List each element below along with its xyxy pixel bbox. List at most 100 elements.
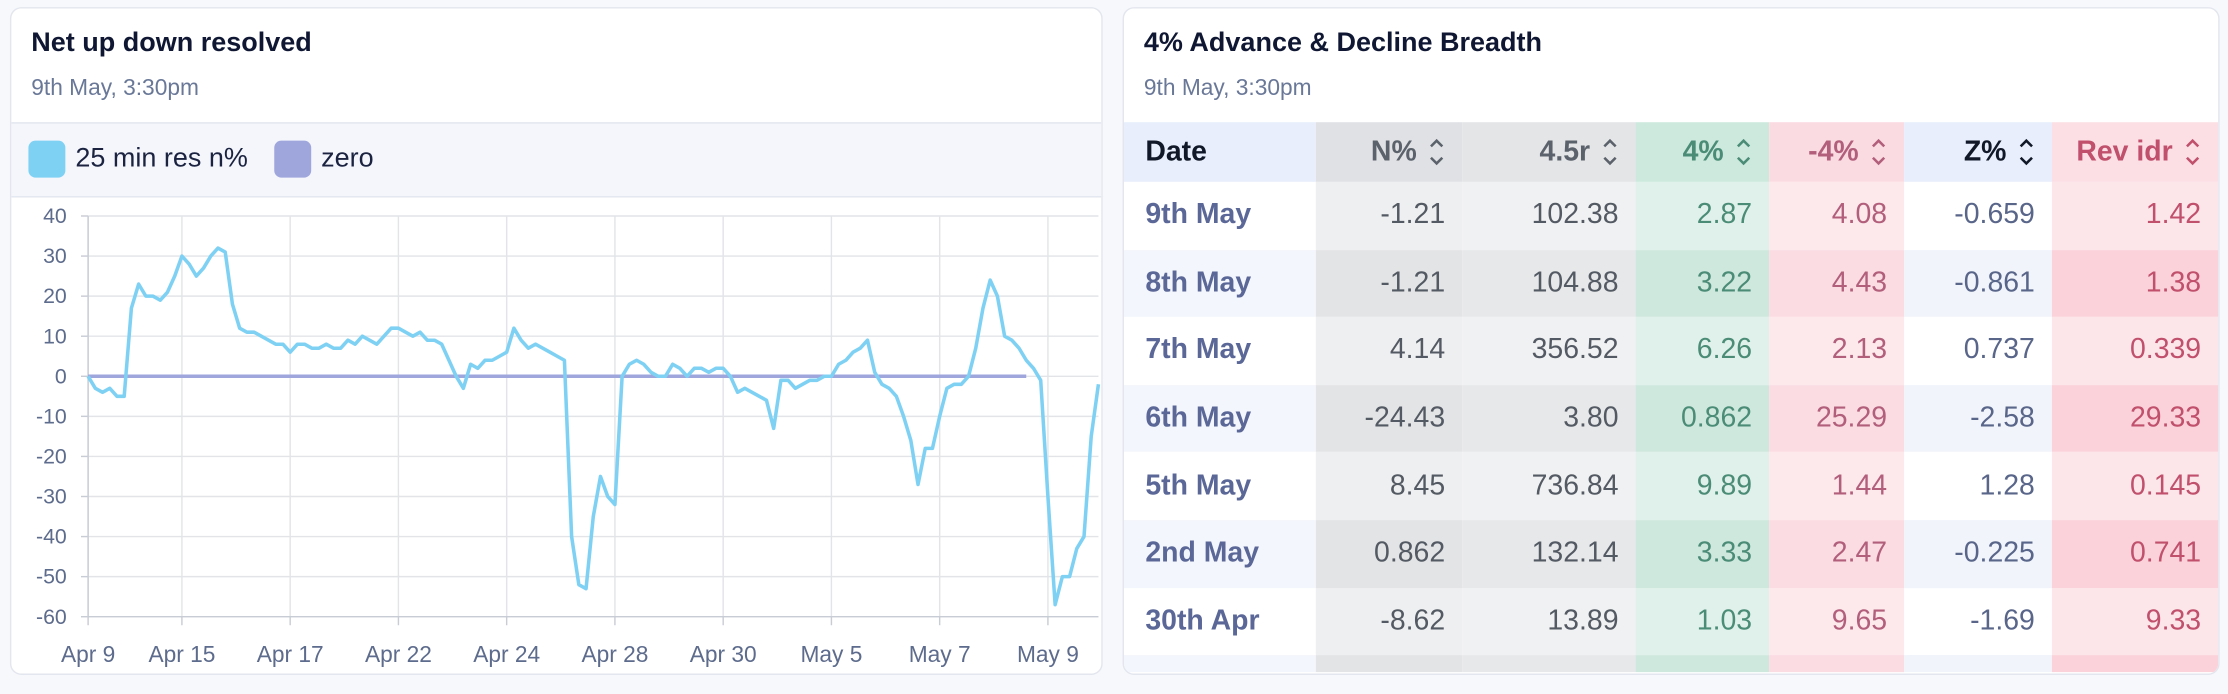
table-cell: 6.26 bbox=[1635, 317, 1770, 385]
sort-arrows bbox=[1736, 138, 1751, 166]
table-cell: 4.08 bbox=[1769, 181, 1905, 250]
table-cell: -2.58 bbox=[1904, 384, 2052, 453]
table-cell: -24.43 bbox=[1315, 384, 1463, 453]
x-tick-label: Apr 15 bbox=[148, 641, 215, 667]
panel-title: Net up down resolved bbox=[31, 28, 312, 59]
header-label[interactable]: 4% bbox=[1682, 135, 1724, 167]
table-cell: 2.13 bbox=[1769, 317, 1905, 385]
table-cell: 13.89 bbox=[1462, 587, 1636, 656]
row-strip bbox=[1315, 655, 1463, 673]
y-tick-label: -10 bbox=[36, 404, 67, 428]
legend-swatch[interactable] bbox=[274, 140, 312, 178]
panel-subtitle: 9th May, 3:30pm bbox=[1143, 76, 1312, 101]
table-cell: 1.44 bbox=[1769, 452, 1905, 521]
sort-icon[interactable] bbox=[1601, 136, 1618, 167]
table-cell: 25.29 bbox=[1769, 384, 1905, 453]
table-cell: 0.741 bbox=[2051, 520, 2219, 588]
sort-icon[interactable] bbox=[2184, 136, 2201, 167]
row-strip bbox=[1904, 655, 2052, 673]
row-strip bbox=[1124, 655, 1316, 673]
table-cell: 9.33 bbox=[2051, 587, 2219, 656]
table-cell: 132.14 bbox=[1462, 520, 1636, 588]
column-header[interactable]: 4% bbox=[1635, 122, 1770, 182]
header-label[interactable]: Rev idr bbox=[2076, 135, 2173, 167]
table-cell: 104.88 bbox=[1462, 249, 1636, 318]
table-cell: 1.38 bbox=[2051, 249, 2219, 318]
x-tick-label: May 9 bbox=[1017, 641, 1079, 667]
y-tick-label: -50 bbox=[36, 565, 67, 589]
table-cell: 356.52 bbox=[1462, 317, 1636, 385]
column-header[interactable]: -4% bbox=[1769, 122, 1905, 182]
y-tick-label: 0 bbox=[55, 364, 67, 388]
sort-arrows bbox=[2019, 138, 2033, 166]
header-label[interactable]: Z% bbox=[1963, 135, 2007, 167]
table-cell: -0.861 bbox=[1904, 249, 2052, 318]
table-cell: 0.862 bbox=[1315, 520, 1463, 588]
sort-icon[interactable] bbox=[1735, 136, 1752, 167]
header-label[interactable]: Date bbox=[1145, 135, 1207, 167]
row-date: 7th May bbox=[1124, 317, 1316, 385]
header-label[interactable]: N% bbox=[1370, 135, 1417, 167]
line-chart: -60 -50 -40 -30 -20 -10 0 10 20 30 40 Apr 9 Apr 15 Ap… bbox=[36, 204, 1101, 667]
row-strip bbox=[1462, 655, 1636, 673]
legend: 25 min res n% zero bbox=[11, 122, 1102, 198]
header-label[interactable]: 4.5r bbox=[1539, 135, 1591, 167]
table-cell: 4.14 bbox=[1315, 317, 1463, 385]
table-cell: -1.21 bbox=[1315, 181, 1463, 250]
row-date: 6th May bbox=[1124, 384, 1316, 453]
x-tick-label: May 5 bbox=[800, 641, 862, 667]
column-header[interactable]: Date bbox=[1124, 122, 1316, 182]
table-cell: 8.45 bbox=[1315, 452, 1463, 521]
row-strip bbox=[2051, 655, 2219, 673]
x-tick-label: Apr 22 bbox=[365, 641, 432, 667]
sort-arrows bbox=[1603, 138, 1617, 166]
table-cell: 9.89 bbox=[1635, 452, 1770, 521]
sort-arrows bbox=[2186, 138, 2200, 166]
table-cell: 0.862 bbox=[1635, 384, 1770, 453]
sort-icon[interactable] bbox=[2018, 136, 2035, 167]
x-tick-label: Apr 30 bbox=[690, 641, 757, 667]
table-cell: -0.659 bbox=[1904, 181, 2052, 250]
row-date: 2nd May bbox=[1124, 520, 1316, 588]
y-tick-label: -30 bbox=[36, 485, 67, 509]
table-cell: 1.03 bbox=[1635, 587, 1770, 656]
panel-title: 4% Advance & Decline Breadth bbox=[1143, 28, 1543, 59]
panel-subtitle: 9th May, 3:30pm bbox=[31, 76, 199, 101]
row-date: 8th May bbox=[1124, 249, 1316, 318]
header-label[interactable]: -4% bbox=[1808, 135, 1859, 167]
column-header[interactable]: Rev idr bbox=[2051, 122, 2219, 182]
column-header[interactable]: N% bbox=[1315, 122, 1463, 182]
row-strip bbox=[1769, 655, 1905, 673]
y-tick-label: -40 bbox=[36, 525, 67, 549]
legend-label[interactable]: zero bbox=[321, 143, 374, 174]
row-strip bbox=[1635, 655, 1770, 673]
sort-icon[interactable] bbox=[1870, 136, 1887, 167]
y-tick-label: 10 bbox=[43, 324, 67, 348]
table-cell: 736.84 bbox=[1462, 452, 1636, 521]
column-header[interactable]: Z% bbox=[1904, 122, 2052, 182]
table-cell: 4.43 bbox=[1769, 249, 1905, 318]
y-tick-label: 40 bbox=[43, 204, 67, 228]
table-cell: 29.33 bbox=[2051, 384, 2219, 453]
sort-arrows bbox=[1871, 138, 1886, 166]
table-cell: 0.737 bbox=[1904, 317, 2052, 385]
row-date: 5th May bbox=[1124, 452, 1316, 521]
y-tick-label: 30 bbox=[43, 244, 67, 268]
table-cell: 2.87 bbox=[1635, 181, 1770, 250]
legend-swatch[interactable] bbox=[28, 140, 66, 178]
column-header[interactable]: 4.5r bbox=[1462, 122, 1636, 182]
y-tick-label: -60 bbox=[36, 605, 67, 629]
table-panel: 4% Advance & Decline Breadth 9th May, 3:… bbox=[1122, 7, 2220, 675]
table-cell: -1.69 bbox=[1904, 587, 2052, 656]
table-cell: 9.65 bbox=[1769, 587, 1905, 656]
legend-label[interactable]: 25 min res n% bbox=[75, 143, 248, 174]
table-cell: 102.38 bbox=[1462, 181, 1636, 250]
table-cell: 2.47 bbox=[1769, 520, 1905, 588]
row-date: 30th Apr bbox=[1124, 587, 1316, 656]
x-tick-label: Apr 17 bbox=[257, 641, 324, 667]
table-cell: 0.145 bbox=[2051, 452, 2219, 521]
sort-icon[interactable] bbox=[1428, 136, 1445, 167]
table-cell: -0.225 bbox=[1904, 520, 2052, 588]
